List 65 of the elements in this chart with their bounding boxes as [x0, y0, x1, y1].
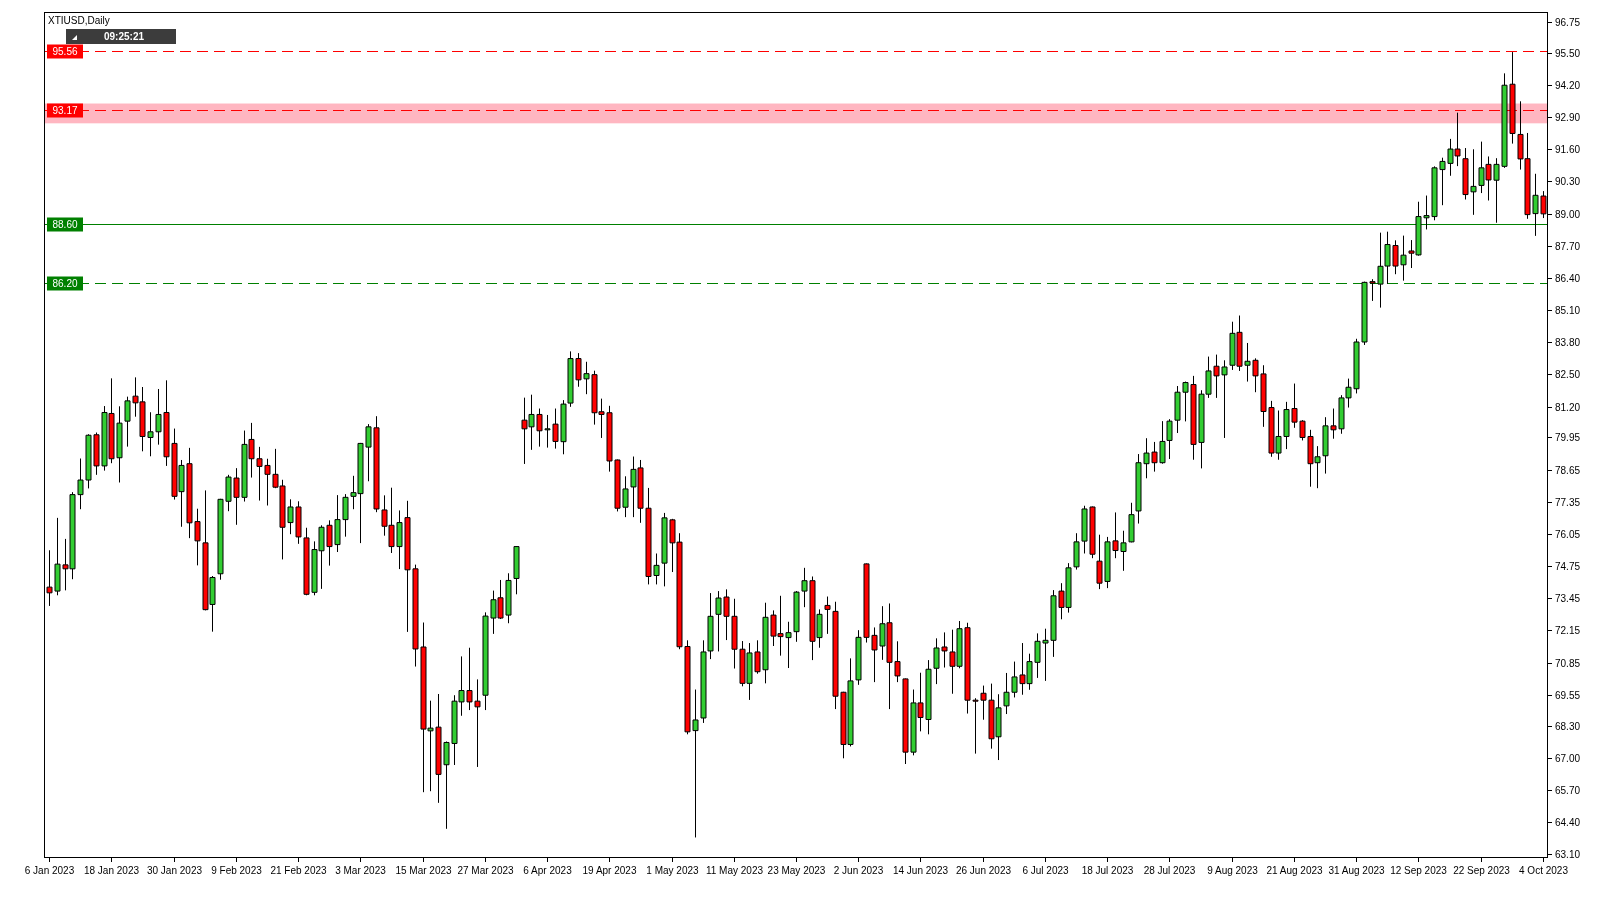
y-tick-label: 81.20 [1555, 402, 1581, 413]
y-tick-label: 76.05 [1555, 529, 1581, 540]
y-tick-label: 94.20 [1555, 80, 1581, 91]
x-tick-label: 21 Aug 2023 [1266, 865, 1324, 876]
candlestick [707, 592, 714, 660]
x-tick-label: 6 Jan 2023 [24, 865, 75, 876]
y-tick-label: 79.95 [1555, 432, 1581, 443]
y-tick-label: 87.70 [1555, 241, 1581, 252]
y-tick-label: 74.75 [1555, 561, 1581, 572]
ref-line-label: 88.60 [52, 219, 78, 230]
x-tick-label: 14 Jun 2023 [892, 865, 949, 876]
x-tick-label: 4 Oct 2023 [1519, 865, 1569, 876]
y-tick-label: 77.35 [1555, 497, 1581, 508]
y-tick-label: 64.40 [1555, 817, 1581, 828]
x-tick-label: 19 Apr 2023 [582, 865, 637, 876]
y-tick-label: 78.65 [1555, 465, 1581, 476]
x-tick-label: 30 Jan 2023 [146, 865, 203, 876]
y-tick-label: 83.80 [1555, 337, 1581, 348]
candlestick [824, 596, 831, 635]
x-tick-label: 31 Aug 2023 [1328, 865, 1386, 876]
y-tick-label: 86.40 [1555, 273, 1581, 284]
y-tick-label: 89.00 [1555, 209, 1581, 220]
y-tick-label: 69.55 [1555, 690, 1581, 701]
ref-line-label: 86.20 [52, 278, 78, 289]
x-tick-label: 12 Sep 2023 [1390, 865, 1448, 876]
candlestick [1128, 502, 1135, 543]
y-tick-label: 63.10 [1555, 849, 1581, 860]
y-tick-label: 70.85 [1555, 658, 1581, 669]
x-tick-label: 9 Feb 2023 [211, 865, 263, 876]
annotation: 09:25:21 [103, 31, 145, 42]
y-tick-label: 67.00 [1555, 753, 1581, 764]
y-tick-label: 73.45 [1555, 593, 1581, 604]
y-tick-label: 65.70 [1555, 785, 1581, 796]
candlestick [513, 545, 520, 595]
x-tick-label: 21 Feb 2023 [270, 865, 328, 876]
y-tick-label: 68.30 [1555, 721, 1581, 732]
x-tick-label: 28 Jul 2023 [1143, 865, 1196, 876]
y-tick-label: 91.60 [1555, 144, 1581, 155]
x-tick-label: 6 Apr 2023 [523, 865, 573, 876]
ref-line-label: 95.56 [52, 46, 78, 57]
ref-line-label: 93.17 [52, 105, 78, 116]
x-tick-label: 9 Aug 2023 [1207, 865, 1259, 876]
x-tick-label: 26 Jun 2023 [955, 865, 1012, 876]
y-tick-label: 96.75 [1555, 17, 1581, 28]
chart-title: XTIUSD,Daily [48, 15, 110, 26]
x-tick-label: 27 Mar 2023 [457, 865, 515, 876]
candlestick [700, 639, 707, 724]
y-tick-label: 92.90 [1555, 112, 1581, 123]
x-tick-label: 15 Mar 2023 [395, 865, 453, 876]
x-tick-label: 22 Sep 2023 [1453, 865, 1511, 876]
x-tick-label: 11 May 2023 [705, 865, 764, 876]
y-tick-label: 85.10 [1555, 305, 1581, 316]
x-tick-label: 18 Jan 2023 [83, 865, 140, 876]
y-tick-label: 90.30 [1555, 176, 1581, 187]
x-tick-label: 3 Mar 2023 [335, 865, 387, 876]
x-tick-label: 23 May 2023 [767, 865, 826, 876]
candlestick [793, 590, 800, 643]
y-tick-label: 72.15 [1555, 625, 1581, 636]
candlestick [1166, 418, 1173, 460]
x-tick-label: 18 Jul 2023 [1081, 865, 1134, 876]
x-tick-label: 2 Jun 2023 [833, 865, 884, 876]
x-tick-label: 6 Jul 2023 [1022, 865, 1070, 876]
x-tick-label: 1 May 2023 [646, 865, 700, 876]
y-tick-label: 95.50 [1555, 48, 1581, 59]
y-tick-label: 82.50 [1555, 369, 1581, 380]
